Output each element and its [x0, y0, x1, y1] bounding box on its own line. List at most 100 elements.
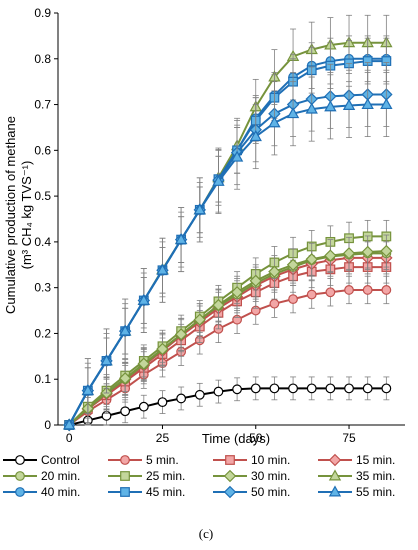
- data-point: [249, 129, 262, 142]
- legend-label: 30 min.: [251, 469, 290, 483]
- data-point: [306, 383, 317, 394]
- data-point: [81, 384, 95, 396]
- y-tick-label: 0.7: [34, 98, 51, 112]
- legend-marker: [15, 471, 25, 481]
- x-axis-label: Time (days): [202, 431, 270, 446]
- legend-item-40-min: 40 min.: [3, 485, 80, 499]
- data-point: [174, 232, 188, 245]
- series-layer: [62, 14, 393, 432]
- x-tick-label: 0: [66, 431, 73, 445]
- series-line: [68, 288, 387, 426]
- data-point: [137, 293, 150, 305]
- data-point: [212, 298, 225, 312]
- legend-item-45-min: 45 min.: [108, 485, 185, 499]
- y-axis-label: Cumulative production of methane: [3, 116, 18, 314]
- data-point: [380, 244, 393, 258]
- x-tick-label: 75: [342, 431, 356, 445]
- data-point: [269, 383, 280, 394]
- legend-marker: [223, 469, 237, 483]
- series-line: [68, 250, 387, 426]
- data-point: [362, 383, 373, 394]
- data-point: [361, 245, 374, 259]
- data-point: [157, 397, 168, 408]
- legend-label: 50 min.: [251, 485, 290, 499]
- y-tick-label: 0.6: [34, 143, 51, 157]
- legend-marker: [120, 471, 130, 481]
- data-point: [230, 150, 244, 162]
- y-tick-label: 0.1: [34, 372, 51, 386]
- data-point: [232, 384, 242, 395]
- data-point: [194, 389, 205, 400]
- data-point: [342, 247, 356, 260]
- legend-item-30-min: 30 min.: [213, 469, 290, 483]
- series-50-min: [62, 62, 393, 432]
- data-point: [138, 401, 149, 412]
- data-point: [137, 357, 151, 370]
- legend-label: 20 min.: [41, 469, 80, 483]
- series-35-min: [63, 14, 393, 430]
- data-point: [118, 372, 132, 385]
- series-line: [68, 60, 387, 426]
- data-point: [286, 107, 300, 119]
- legend-label: 40 min.: [41, 485, 80, 499]
- series-55-min: [63, 72, 393, 430]
- series-45-min: [64, 37, 392, 430]
- legend-item-50-min: 50 min.: [213, 485, 290, 499]
- series-line: [68, 235, 387, 426]
- legend-marker: [225, 455, 235, 465]
- y-tick-label: 0.4: [34, 235, 51, 249]
- data-point: [118, 324, 132, 336]
- data-point: [305, 102, 318, 114]
- legend-item-20-min: 20 min.: [3, 469, 80, 483]
- series-control: [64, 376, 392, 430]
- x-tick-label: 50: [249, 431, 263, 445]
- data-point: [381, 383, 392, 394]
- legend-item-5-min: 5 min.: [108, 453, 179, 467]
- y-tick-label: 0.3: [34, 281, 51, 295]
- legend-label: 10 min.: [251, 453, 290, 467]
- data-point: [381, 285, 392, 295]
- y-tick-label: 0: [44, 418, 51, 432]
- legend-item-control: Control: [3, 453, 80, 467]
- legend-marker: [120, 455, 130, 465]
- legend-marker: [328, 453, 342, 467]
- data-point: [380, 97, 393, 110]
- data-point: [230, 286, 244, 299]
- data-point: [324, 100, 337, 112]
- y-tick-label: 0.5: [34, 189, 51, 203]
- data-point: [305, 253, 318, 266]
- data-point: [286, 258, 300, 272]
- data-point: [344, 383, 354, 394]
- data-point: [176, 393, 187, 404]
- data-point: [212, 174, 225, 186]
- legend-label: 45 min.: [146, 485, 185, 499]
- data-point: [193, 203, 206, 215]
- legend-marker: [15, 455, 25, 465]
- legend-label: 15 min.: [356, 453, 395, 467]
- legend-item-15-min: 15 min.: [318, 453, 395, 467]
- series-10-min: [64, 250, 392, 430]
- data-point: [193, 313, 207, 326]
- legend-marker: [328, 485, 342, 497]
- y-tick-label: 0.2: [34, 326, 51, 340]
- data-point: [156, 342, 169, 356]
- data-point: [250, 383, 261, 394]
- data-point: [324, 249, 337, 262]
- data-point: [344, 285, 354, 295]
- data-point: [268, 265, 281, 278]
- legend-item-35-min: 35 min.: [318, 469, 395, 483]
- data-point: [342, 98, 356, 110]
- figure-caption: (c): [199, 526, 213, 541]
- series-line: [68, 41, 387, 426]
- data-point: [269, 298, 280, 309]
- data-point: [100, 354, 113, 366]
- data-point: [249, 274, 262, 288]
- data-point: [174, 328, 188, 341]
- series-30-min: [62, 234, 393, 432]
- legend-label: 5 min.: [146, 453, 179, 467]
- y-axis-units: (m³ CH₄ kg TVS⁻¹): [19, 161, 34, 270]
- series-line: [68, 252, 387, 426]
- data-point: [213, 386, 224, 397]
- y-tick-label: 0.8: [34, 52, 51, 66]
